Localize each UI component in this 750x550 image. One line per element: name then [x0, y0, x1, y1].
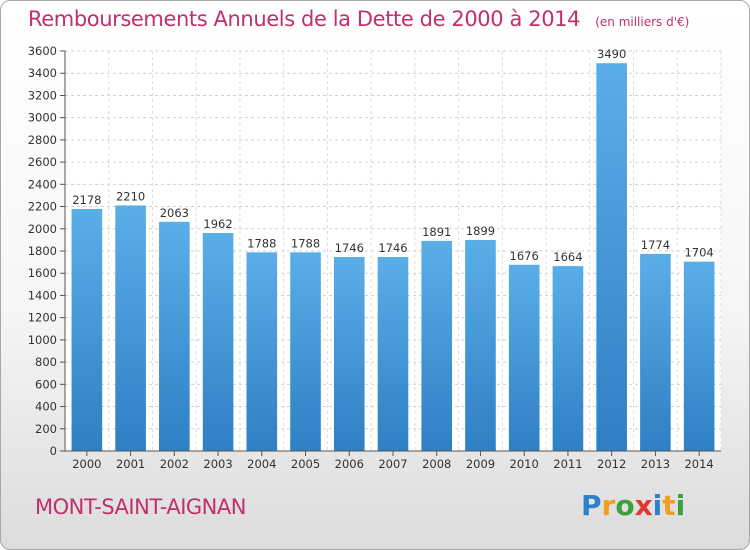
x-tick-label-2003: 2003 — [203, 457, 232, 471]
x-tick-label-2010: 2010 — [510, 457, 539, 471]
y-tick-label: 600 — [35, 377, 57, 391]
value-label-2004: 1788 — [247, 236, 276, 250]
bar-2006[interactable] — [333, 257, 365, 451]
bar-2010[interactable] — [508, 264, 540, 451]
y-tick-label: 1200 — [28, 311, 57, 325]
y-tick-label: 2400 — [28, 177, 57, 191]
title-row: Remboursements Annuels de la Dette de 20… — [28, 7, 689, 31]
y-tick-label: 1000 — [28, 333, 57, 347]
chart-unit: (en milliers d'€) — [595, 15, 690, 29]
y-tick-label: 2000 — [28, 222, 57, 236]
bar-2011[interactable] — [552, 266, 584, 451]
bar-2009[interactable] — [465, 240, 496, 451]
value-label-2002: 2063 — [160, 206, 189, 220]
bar-2005[interactable] — [290, 252, 321, 451]
bar-2004[interactable] — [246, 252, 278, 451]
value-label-2009: 1899 — [466, 224, 495, 238]
chart-title: Remboursements Annuels de la Dette de 20… — [28, 7, 581, 31]
x-tick-label-2012: 2012 — [597, 457, 626, 471]
value-label-2012: 3490 — [597, 47, 626, 61]
bar-2000[interactable] — [71, 209, 103, 451]
commune-name: MONT-SAINT-AIGNAN — [35, 495, 246, 519]
y-tick-label: 3000 — [28, 111, 57, 125]
bar-2001[interactable] — [115, 205, 146, 451]
bar-2002[interactable] — [159, 221, 190, 451]
y-tick-label: 1600 — [28, 266, 57, 280]
bar-2014[interactable] — [683, 261, 715, 451]
value-label-2005: 1788 — [291, 236, 320, 250]
y-tick-label: 2800 — [28, 133, 57, 147]
y-tick-label: 2600 — [28, 155, 57, 169]
x-tick-label-2001: 2001 — [116, 457, 145, 471]
y-tick-label: 1800 — [28, 244, 57, 258]
axis-layer: 0 200 400 600 800 1000 1200 1400 1600 1800 2000 220… — [28, 44, 721, 471]
value-label-2011: 1664 — [553, 250, 582, 264]
value-label-2001: 2210 — [116, 189, 145, 203]
value-label-2014: 1704 — [684, 246, 713, 260]
y-tick-label: 3600 — [28, 44, 57, 58]
x-tick-label-2004: 2004 — [247, 457, 276, 471]
x-tick-label-2007: 2007 — [378, 457, 407, 471]
value-label-2003: 1962 — [203, 217, 232, 231]
value-label-2008: 1891 — [422, 225, 451, 239]
y-tick-label: 1400 — [28, 288, 57, 302]
bar-2008[interactable] — [421, 240, 453, 451]
x-tick-label-2008: 2008 — [422, 457, 451, 471]
y-tick-label: 400 — [35, 400, 57, 414]
x-tick-label-2014: 2014 — [684, 457, 713, 471]
value-label-2013: 1774 — [641, 238, 670, 252]
bars-layer: 2178 2210 2063 1962 1788 1788 1746 1746 1891 1899… — [71, 47, 715, 451]
bar-2003[interactable] — [202, 233, 234, 451]
value-label-2006: 1746 — [335, 241, 364, 255]
bar-2007[interactable] — [377, 257, 409, 451]
y-tick-label: 200 — [35, 422, 57, 436]
x-tick-label-2011: 2011 — [553, 457, 582, 471]
value-label-2000: 2178 — [72, 193, 101, 207]
x-tick-label-2005: 2005 — [291, 457, 320, 471]
x-tick-label-2002: 2002 — [160, 457, 189, 471]
y-tick-label: 800 — [35, 355, 57, 369]
x-tick-label-2013: 2013 — [641, 457, 670, 471]
value-label-2007: 1746 — [378, 241, 407, 255]
proxiti-logo[interactable]: Proxiti — [581, 489, 686, 522]
y-tick-label: 3400 — [28, 66, 57, 80]
y-tick-label: 2200 — [28, 200, 57, 214]
bar-2013[interactable] — [640, 253, 671, 451]
x-tick-label-2009: 2009 — [466, 457, 495, 471]
x-tick-label-2000: 2000 — [72, 457, 101, 471]
value-label-2010: 1676 — [510, 249, 539, 263]
bar-2012[interactable] — [596, 63, 627, 451]
y-tick-label: 3200 — [28, 88, 57, 102]
y-tick-label: 0 — [50, 444, 57, 458]
x-tick-label-2006: 2006 — [335, 457, 364, 471]
